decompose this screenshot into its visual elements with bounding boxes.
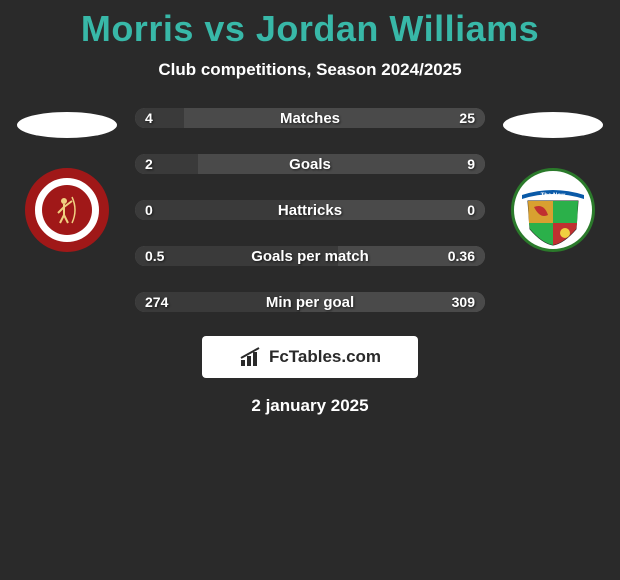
stat-row: 4 Matches 25: [135, 108, 485, 128]
stat-fill-right: [198, 154, 485, 174]
stat-value-right: 9: [467, 156, 475, 172]
stat-row: 0.5 Goals per match 0.36: [135, 246, 485, 266]
stat-label: Hattricks: [278, 202, 342, 219]
stat-label: Goals per match: [251, 248, 369, 265]
stat-value-left: 274: [145, 294, 168, 310]
date-label: 2 january 2025: [251, 396, 368, 416]
main-row: 4 Matches 25 2 Goals 9 0 Hattricks 0 0.5 Goals per…: [0, 108, 620, 312]
stat-value-left: 0: [145, 202, 153, 218]
club-badge-right: The New: [511, 168, 595, 252]
stat-label: Min per goal: [266, 294, 354, 311]
stat-row: 2 Goals 9: [135, 154, 485, 174]
stats-column: 4 Matches 25 2 Goals 9 0 Hattricks 0 0.5 Goals per…: [135, 108, 485, 312]
brand-label: FcTables.com: [269, 347, 381, 367]
left-player-col: [17, 108, 117, 252]
stat-value-right: 309: [452, 294, 475, 310]
brand-box[interactable]: FcTables.com: [202, 336, 418, 378]
stat-label: Matches: [280, 110, 340, 127]
player-silhouette-right: [503, 112, 603, 138]
bars-logo-icon: [239, 346, 263, 368]
stat-value-left: 2: [145, 156, 153, 172]
stat-value-left: 0.5: [145, 248, 164, 264]
club-badge-left: [25, 168, 109, 252]
footer: FcTables.com 2 january 2025: [0, 336, 620, 416]
player-silhouette-left: [17, 112, 117, 138]
subtitle: Club competitions, Season 2024/2025: [0, 60, 620, 80]
archer-icon: [42, 185, 92, 235]
stat-label: Goals: [289, 156, 331, 173]
right-player-col: The New: [503, 108, 603, 252]
tns-crest-icon: The New: [514, 171, 592, 249]
comparison-card: Morris vs Jordan Williams Club competiti…: [0, 0, 620, 416]
stat-row: 274 Min per goal 309: [135, 292, 485, 312]
stat-row: 0 Hattricks 0: [135, 200, 485, 220]
stat-value-right: 0.36: [448, 248, 475, 264]
stat-value-left: 4: [145, 110, 153, 126]
page-title: Morris vs Jordan Williams: [0, 8, 620, 50]
svg-text:The New: The New: [541, 193, 566, 199]
stat-value-right: 0: [467, 202, 475, 218]
stat-value-right: 25: [459, 110, 475, 126]
stat-fill-left: [135, 108, 184, 128]
